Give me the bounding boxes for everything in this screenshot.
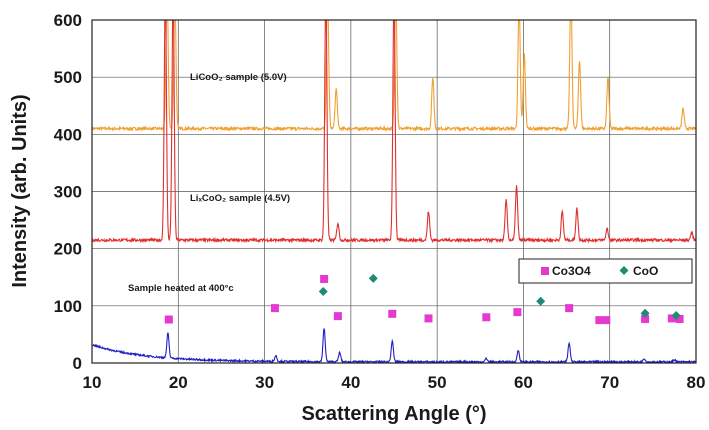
curve-licoo2-5v [92, 20, 696, 133]
co3o4-marker [565, 304, 574, 313]
y-tick-label: 200 [54, 240, 82, 259]
curve-lixcoo2-4-5v [92, 20, 696, 244]
annotation-4-5v: LiₓCoO₂ sample (4.5V) [190, 193, 290, 204]
coo-marker [671, 311, 681, 321]
coo-marker [318, 287, 328, 297]
x-tick-label: 30 [255, 373, 274, 392]
y-tick-label: 300 [54, 183, 82, 202]
y-tick-label: 100 [54, 297, 82, 316]
x-axis-title: Scattering Angle (°) [301, 403, 486, 425]
co3o4-marker [513, 308, 522, 317]
legend-co3o4-label: Co3O4 [552, 264, 591, 278]
plot-frame [91, 19, 697, 364]
x-tick-label: 70 [600, 373, 619, 392]
annotation-5v: LiCoO₂ sample (5.0V) [190, 72, 287, 83]
x-tick-label: 20 [169, 373, 188, 392]
x-tick-label: 80 [687, 373, 706, 392]
y-axis-title: Intensity (arb. Units) [9, 94, 31, 287]
co3o4-marker [482, 313, 491, 322]
y-tick-label: 0 [73, 354, 82, 373]
co3o4-marker [424, 314, 433, 323]
x-tick-label: 50 [428, 373, 447, 392]
co3o4-marker [675, 314, 684, 323]
legend: Co3O4 CoO [518, 258, 693, 284]
co3o4-marker [641, 314, 650, 323]
x-tick-label: 40 [341, 373, 360, 392]
co3o4-marker [667, 314, 676, 323]
coo-marker [640, 308, 650, 318]
legend-coo-label: CoO [633, 264, 658, 278]
coo-marker [368, 273, 378, 283]
x-tick-label: 10 [83, 373, 102, 392]
co3o4-marker [320, 274, 329, 283]
axis-tick-labels: 10 20 30 40 50 60 70 80 0 100 200 300 400 500 600 [54, 11, 706, 392]
coo-marker [536, 296, 546, 306]
co3o4-marker [164, 315, 173, 324]
phase-markers [164, 273, 684, 325]
co3o4-marker [270, 304, 279, 313]
curve-heated-400 [92, 328, 696, 363]
co3o4-marker [595, 316, 604, 325]
annotation-heated: Sample heated at 400°c [128, 283, 234, 294]
y-tick-label: 600 [54, 11, 82, 30]
legend-co3o4-marker [541, 267, 549, 275]
sample-labels: LiCoO₂ sample (5.0V) LiₓCoO₂ sample (4.5… [128, 72, 290, 294]
y-tick-label: 400 [54, 125, 82, 144]
legend-coo-marker [619, 266, 629, 275]
diffraction-curves [92, 20, 696, 363]
co3o4-marker [602, 316, 611, 325]
y-tick-label: 500 [54, 68, 82, 87]
co3o4-marker [333, 312, 342, 321]
x-tick-label: 60 [514, 373, 533, 392]
co3o4-marker [388, 309, 397, 318]
